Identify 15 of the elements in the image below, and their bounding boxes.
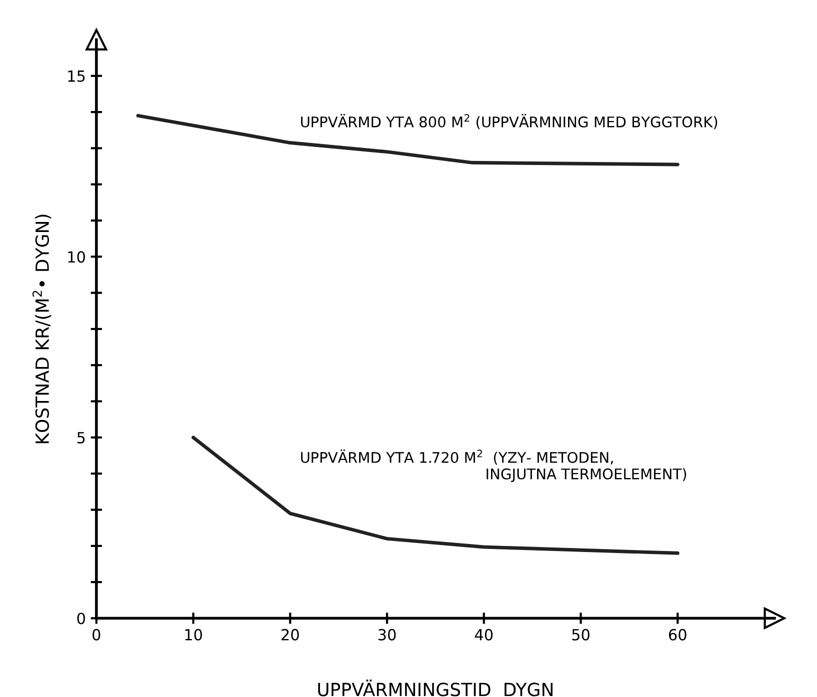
x-tick-label: 30 (378, 628, 396, 640)
y-axis-title: KOSTNAD KR/(M$^{2}$• DYGN) (32, 214, 52, 444)
x-tick-label: 50 (572, 628, 590, 640)
x-axis-title: UPPVÄRMNINGSTID DYGN (318, 680, 553, 696)
y-tick-label: 5 (77, 432, 85, 444)
series-label: UPPVÄRMD YTA 800 M$^{2}$ (UPPVÄRMNING MED BYGGTORK) (301, 114, 718, 130)
x-tick-label: 10 (185, 628, 202, 640)
x-tick-label: 40 (474, 628, 493, 640)
x-tick-label: 60 (668, 628, 686, 640)
x-tick-label: 20 (282, 628, 299, 640)
x-tick-label: 0 (92, 628, 100, 640)
text: UPPVÄRMD YTA 1.720 M$^{2}$ (YZY- METODEN, INGJUTNA TERMOELEMENT) (301, 449, 686, 482)
y-tick-label: 0 (77, 612, 85, 624)
y-tick-label: 15 (68, 70, 85, 82)
y-tick-label: 10 (68, 251, 85, 263)
